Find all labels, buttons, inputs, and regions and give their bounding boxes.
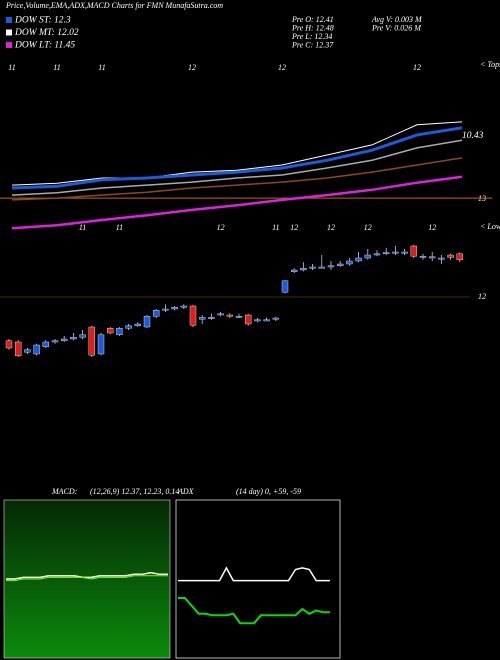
x-tick-label: 11 xyxy=(79,223,86,232)
candle-body xyxy=(5,340,13,349)
info-text: Avg V: 0.003 M xyxy=(371,15,423,24)
info-text: Pre O: 12.41 xyxy=(291,15,334,24)
macd-title: MACD: xyxy=(51,487,78,496)
info-text: Pre V: 0.026 M xyxy=(371,23,422,32)
candle-body xyxy=(125,325,132,329)
adx-title: ADX xyxy=(177,487,195,496)
candle-body xyxy=(116,328,123,336)
candle-body xyxy=(24,349,31,353)
x-tick-label: 11 xyxy=(116,223,123,232)
info-text: Pre C: 12.37 xyxy=(291,40,334,49)
legend-entry: DOW MT: 12.02 xyxy=(14,28,79,38)
candle-body xyxy=(327,265,335,268)
candle-body xyxy=(244,314,252,325)
x-tick-label: 12 xyxy=(327,223,335,232)
candle-body xyxy=(383,252,390,255)
candle-body xyxy=(33,344,40,355)
legend-entry: DOW LT: 11.45 xyxy=(14,41,75,51)
candle-body xyxy=(318,266,325,269)
candle-body xyxy=(70,337,77,340)
candle-body xyxy=(97,334,105,355)
candle-body xyxy=(217,313,224,316)
series-line xyxy=(11,157,463,201)
candle-body xyxy=(152,310,160,317)
legend-entry: DOW ST: 12.3 xyxy=(14,16,71,26)
x-tick-label: 12 xyxy=(413,63,421,72)
candle-body xyxy=(61,338,68,341)
candle-body xyxy=(438,257,445,260)
lows-label: < Lows xyxy=(480,222,500,231)
candle-body xyxy=(134,323,142,326)
x-tick-label: 11 xyxy=(53,63,60,72)
y-tick-label: 12 xyxy=(478,292,486,301)
info-text: Pre H: 12.48 xyxy=(291,23,334,32)
x-tick-label: 12 xyxy=(278,63,286,72)
candle-body xyxy=(171,307,178,310)
series-line xyxy=(11,121,463,186)
candle-body xyxy=(419,256,427,258)
candle-body xyxy=(272,317,279,320)
candle-body xyxy=(106,328,114,334)
candle-body xyxy=(263,319,270,322)
x-tick-label: 11 xyxy=(272,223,279,232)
adx-params: (14 day) 0, +59, -59 xyxy=(236,487,301,496)
adx-panel xyxy=(175,499,341,659)
series-line xyxy=(11,139,463,196)
candle-body xyxy=(355,257,362,262)
candle-body xyxy=(373,253,381,256)
x-tick-label: 11 xyxy=(98,63,105,72)
legend-swatch xyxy=(6,17,12,23)
info-text: Pre L: 12.34 xyxy=(291,32,332,41)
candle-body xyxy=(364,254,371,259)
macd-params: (12,26,9) 12.37, 12.23, 0.14 xyxy=(90,487,179,496)
candle-body xyxy=(300,268,307,271)
candle-body xyxy=(79,334,86,338)
candle-body xyxy=(162,308,169,311)
series-line xyxy=(6,571,168,580)
x-tick-label: 12 xyxy=(428,223,436,232)
candle-body xyxy=(14,341,22,357)
right-label: 10.43 xyxy=(462,131,484,141)
chart-title: Price,Volume,EMA,ADX,MACD Charts for FMN… xyxy=(5,1,223,10)
candle-body xyxy=(346,260,353,265)
series-line xyxy=(11,175,463,230)
candle-body xyxy=(281,280,289,293)
candle-body xyxy=(226,314,234,317)
candle-body xyxy=(291,269,298,272)
x-tick-label: 12 xyxy=(217,223,225,232)
candle-body xyxy=(401,251,408,254)
x-tick-label: 12 xyxy=(364,223,372,232)
candle-body xyxy=(189,305,197,326)
candle-body xyxy=(198,317,206,320)
x-tick-label: 12 xyxy=(188,63,196,72)
candle-body xyxy=(235,316,243,318)
legend-swatch xyxy=(6,42,12,48)
candle-body xyxy=(254,319,261,322)
series-line xyxy=(178,597,330,625)
candle-body xyxy=(180,305,188,308)
candle-body xyxy=(51,340,59,343)
candle-body xyxy=(88,326,96,356)
candle-body xyxy=(143,316,151,328)
candle-body xyxy=(309,266,316,269)
x-tick-label: 12 xyxy=(290,223,298,232)
candle-body xyxy=(208,317,215,319)
candle-body xyxy=(337,263,344,266)
series-line xyxy=(178,566,330,582)
candle-body xyxy=(429,256,436,259)
series-line xyxy=(6,575,168,582)
candle-body xyxy=(410,245,417,257)
candle-body xyxy=(42,341,49,348)
candle-body xyxy=(447,254,454,258)
candle-body xyxy=(392,251,399,254)
x-tick-label: 11 xyxy=(8,63,15,72)
tops-label: < Tops xyxy=(480,60,500,69)
series-line xyxy=(11,126,463,190)
candle-body xyxy=(456,253,463,261)
legend-swatch xyxy=(6,29,12,36)
